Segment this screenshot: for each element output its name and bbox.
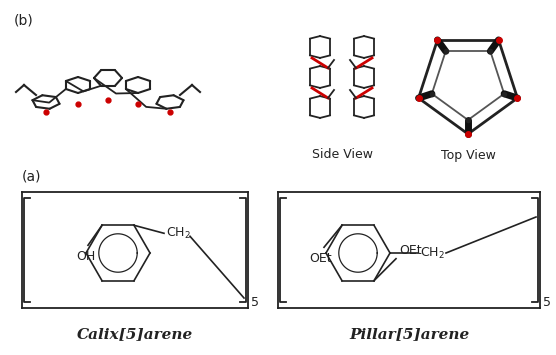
Text: Pillar[5]arene: Pillar[5]arene xyxy=(349,327,469,341)
Text: CH$_2$: CH$_2$ xyxy=(166,226,191,241)
Text: OEt: OEt xyxy=(399,244,421,257)
Text: (b): (b) xyxy=(14,14,34,28)
Text: Side View: Side View xyxy=(311,148,373,162)
Text: 5: 5 xyxy=(543,295,551,308)
Text: (a): (a) xyxy=(22,170,42,184)
Text: OEt: OEt xyxy=(310,252,332,265)
Text: 5: 5 xyxy=(251,295,259,308)
Text: Calix[5]arene: Calix[5]arene xyxy=(77,327,193,341)
Text: OH: OH xyxy=(76,250,96,263)
Text: CH$_2$: CH$_2$ xyxy=(420,245,445,261)
Text: Top View: Top View xyxy=(440,148,495,162)
